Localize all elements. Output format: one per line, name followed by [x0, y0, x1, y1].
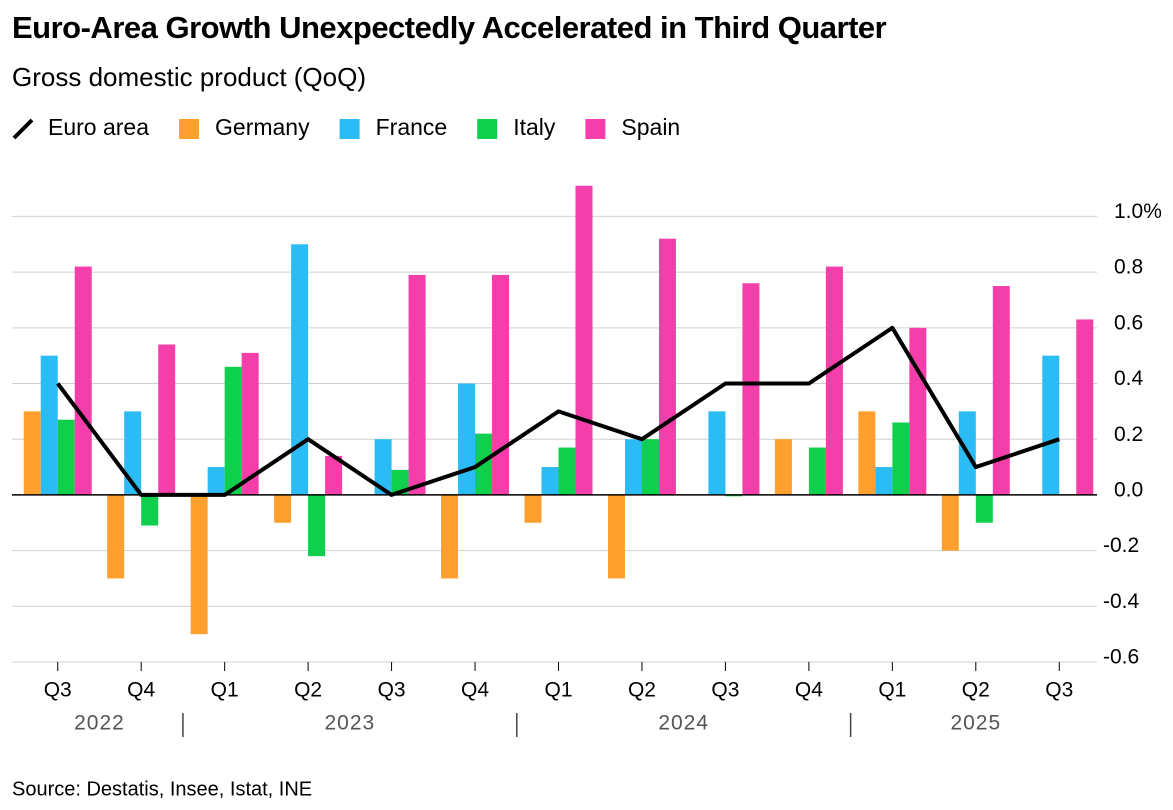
legend-label: Italy — [513, 114, 556, 140]
legend-label: Germany — [215, 114, 310, 140]
bar — [607, 494, 625, 579]
bar — [158, 344, 176, 495]
legend-label: France — [376, 114, 448, 140]
bar — [458, 383, 476, 495]
bar — [325, 455, 343, 495]
y-tick-label: -0.2 — [1103, 534, 1139, 557]
bar — [941, 494, 959, 551]
legend-label: Spain — [621, 114, 680, 140]
x-tick-label: Q4 — [127, 679, 155, 702]
bar — [975, 494, 993, 523]
x-tick-label: Q3 — [711, 679, 739, 702]
bar — [742, 283, 760, 495]
bar — [124, 411, 142, 495]
bar — [875, 467, 893, 495]
bar — [475, 433, 493, 495]
y-tick-label: 0.6 — [1114, 311, 1143, 334]
y-tick-label: 1.0% — [1114, 200, 1162, 223]
bar — [291, 244, 309, 495]
bar — [241, 352, 259, 495]
x-tick-label: Q2 — [294, 679, 322, 702]
x-tick-label: Q4 — [461, 679, 489, 702]
bar — [23, 411, 41, 495]
bar — [524, 494, 542, 523]
bar — [909, 327, 927, 495]
bar — [708, 411, 726, 495]
bar — [274, 494, 292, 523]
y-tick-label: 0.2 — [1114, 423, 1143, 446]
x-tick-label: Q2 — [628, 679, 656, 702]
bar — [808, 447, 826, 495]
bar — [74, 266, 92, 495]
bar — [40, 355, 58, 495]
bar — [190, 494, 208, 635]
legend-label: Euro area — [48, 114, 149, 140]
bar — [624, 439, 642, 495]
bar — [207, 467, 225, 495]
legend-line — [12, 118, 34, 140]
bar — [141, 494, 159, 526]
bar — [308, 494, 326, 557]
x-group-label: 2024 — [658, 712, 709, 735]
chart-title: Euro-Area Growth Unexpectedly Accelerate… — [12, 10, 887, 45]
bar — [575, 185, 593, 495]
bar — [224, 366, 242, 495]
bar — [492, 274, 510, 495]
bar — [825, 266, 843, 495]
bar — [1042, 355, 1060, 495]
bar — [641, 439, 659, 495]
bar — [408, 274, 426, 495]
y-tick-label: 0.4 — [1114, 367, 1144, 390]
line-series — [56, 325, 1060, 497]
legend-swatch — [179, 119, 200, 139]
bar — [658, 238, 676, 495]
y-tick-label: 0.0 — [1114, 478, 1143, 501]
bar — [57, 419, 75, 495]
bar — [1076, 319, 1094, 495]
y-tick-label: 0.8 — [1114, 256, 1143, 279]
bar — [441, 494, 459, 579]
bar — [541, 467, 559, 495]
y-tick-label: -0.6 — [1103, 646, 1139, 669]
y-tick-label: -0.4 — [1103, 590, 1140, 613]
bar — [892, 422, 910, 495]
bar — [107, 494, 125, 579]
x-group-label: 2023 — [324, 712, 375, 735]
x-tick-label: Q2 — [962, 679, 990, 702]
x-group-label: 2025 — [950, 712, 1001, 735]
legend-swatch — [477, 119, 498, 139]
x-tick-label: Q3 — [378, 679, 406, 702]
bar — [774, 439, 792, 495]
x-tick-label: Q1 — [211, 679, 239, 702]
bar — [558, 447, 576, 495]
x-tick-label: Q3 — [1045, 679, 1073, 702]
bar — [992, 286, 1010, 495]
legend-swatch — [339, 119, 360, 139]
source: Source: Destatis, Insee, Istat, INE — [12, 778, 312, 800]
bar — [374, 439, 392, 495]
x-tick-label: Q3 — [44, 679, 72, 702]
x-tick-label: Q1 — [878, 679, 906, 702]
chart-subtitle: Gross domestic product (QoQ) — [12, 62, 366, 92]
legend-swatch — [585, 119, 606, 139]
x-tick-label: Q4 — [795, 679, 823, 702]
bar — [858, 411, 876, 495]
x-tick-label: Q1 — [544, 679, 572, 702]
x-group-label: 2022 — [74, 712, 125, 735]
